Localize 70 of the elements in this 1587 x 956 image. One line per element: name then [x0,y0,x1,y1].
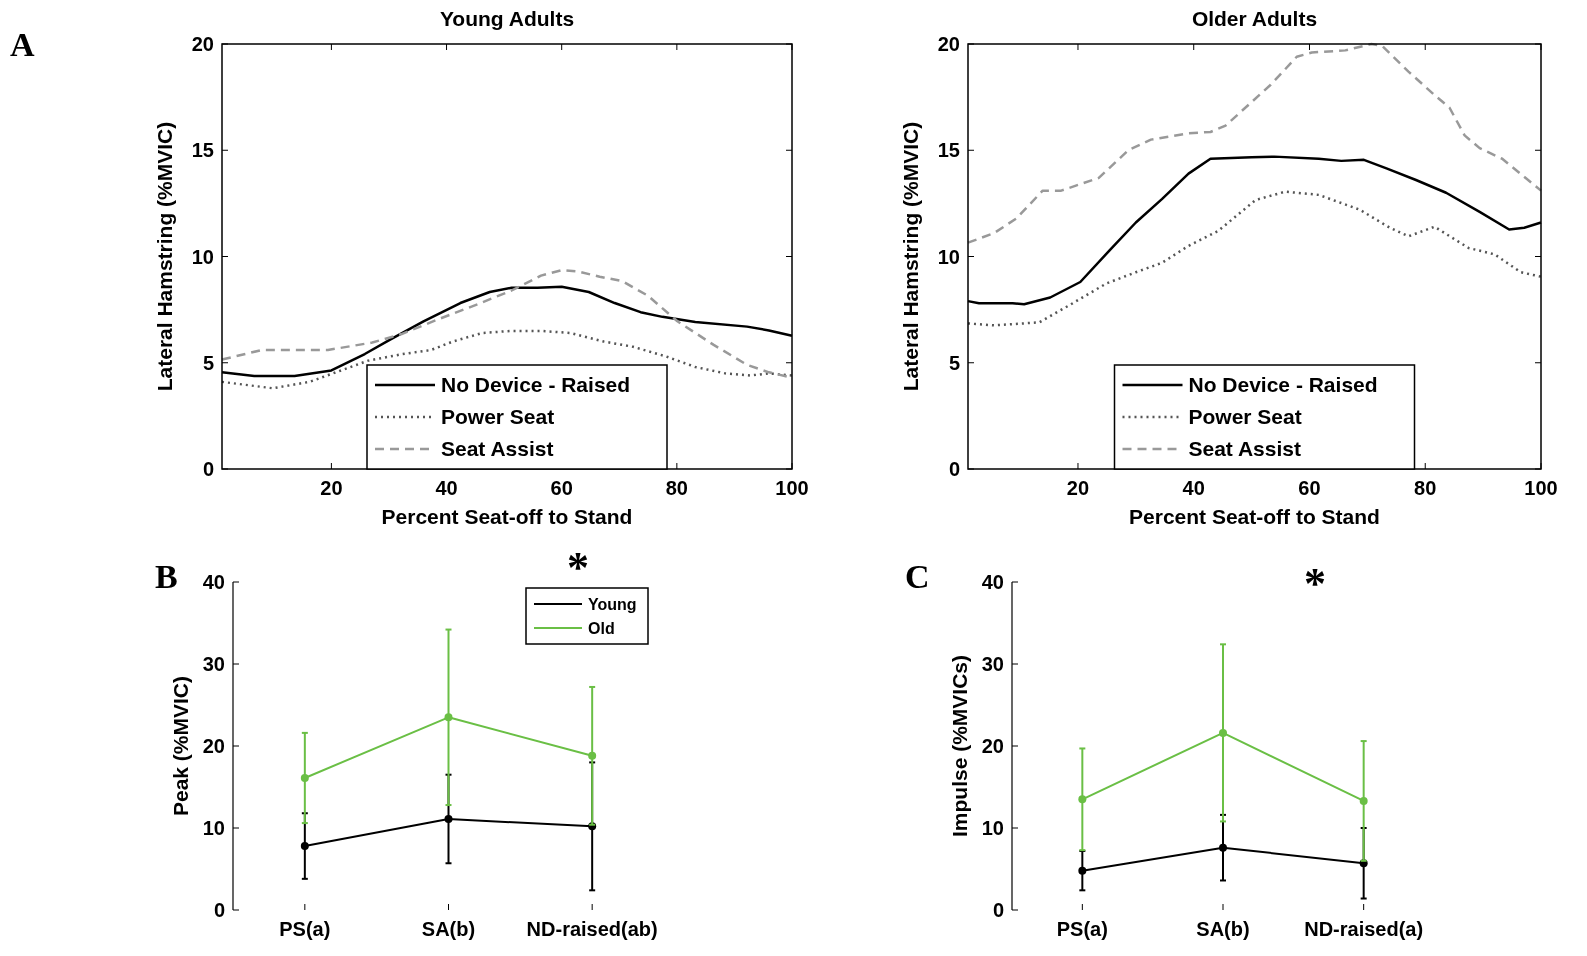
line-series [966,190,1543,327]
point [300,842,309,851]
y-tick-label: 30 [981,653,1004,675]
y-tick-label: 10 [937,245,960,268]
legend-label: Young [588,595,637,613]
x-tick-label: 40 [1182,477,1205,499]
legend-label: No Device - Raised [441,373,631,397]
y-tick-label: 30 [202,653,225,675]
annotation: * [567,543,589,592]
legend-label: Old [588,619,615,637]
point [300,773,309,782]
y-tick-label: 40 [981,571,1004,593]
x-tick-label: 40 [435,477,458,499]
chart-title: Older Adults [1191,7,1318,30]
x-tick-label: SA(b) [1196,918,1250,940]
point [444,713,453,722]
y-tick-label: 15 [937,139,960,162]
x-axis-title: Percent Seat-off to Stand [381,505,633,528]
y-tick-label: 0 [948,458,960,480]
x-tick-label: 60 [550,477,573,499]
chart-title: Young Adults [439,7,575,30]
y-tick-label: 0 [213,899,225,921]
y-axis-title: Impulse (%MVICs) [948,654,971,838]
x-tick-label: 100 [775,477,809,499]
point [1078,866,1087,875]
legend-label: Seat Assist [441,437,554,461]
point [1219,843,1227,852]
x-tick-label: 20 [1066,477,1090,499]
annotation: * [1304,559,1326,608]
y-tick-label: 0 [202,458,214,480]
y-axis-title: Lateral Hamstring (%MVIC) [899,121,922,392]
y-tick-label: 40 [202,571,225,593]
y-tick-label: 5 [202,351,214,374]
text: B [155,558,178,595]
x-tick-label: PS(a) [1056,918,1108,940]
text: C [905,558,930,595]
y-tick-label: 10 [981,817,1004,839]
text: A [10,26,35,63]
x-axis-title: Percent Seat-off to Stand [1129,505,1380,528]
y-tick-label: 20 [937,33,960,55]
point [1359,796,1368,805]
y-axis-title: Peak (%MVIC) [169,675,192,817]
y-tick-label: 10 [191,245,214,268]
y-tick-label: 5 [948,351,960,374]
legend-label: Power Seat [441,405,555,429]
y-tick-label: 20 [191,33,214,55]
x-tick-label: PS(a) [279,918,331,940]
legend-label: Seat Assist [1188,437,1301,461]
y-tick-label: 20 [202,735,225,757]
legend-label: No Device - Raised [1188,373,1378,397]
y-tick-label: 15 [191,139,214,162]
point [1219,728,1227,737]
x-tick-label: 80 [1414,477,1437,499]
line-series [220,329,794,390]
x-tick-label: 80 [665,477,688,499]
x-tick-label: 100 [1524,477,1558,499]
x-tick-label: 20 [320,477,343,499]
line-series [966,42,1543,244]
y-tick-label: 20 [981,735,1004,757]
legend-label: Power Seat [1188,405,1302,429]
point [588,751,597,760]
y-axis-title: Lateral Hamstring (%MVIC) [153,121,176,392]
x-tick-label: 60 [1298,477,1321,499]
x-tick-label: ND-raised(a) [1304,918,1424,940]
point [444,814,453,823]
y-tick-label: 10 [202,817,225,839]
y-tick-label: 0 [992,899,1004,921]
point [1078,795,1087,804]
x-tick-label: ND-raised(ab) [526,918,658,940]
x-tick-label: SA(b) [421,918,476,940]
